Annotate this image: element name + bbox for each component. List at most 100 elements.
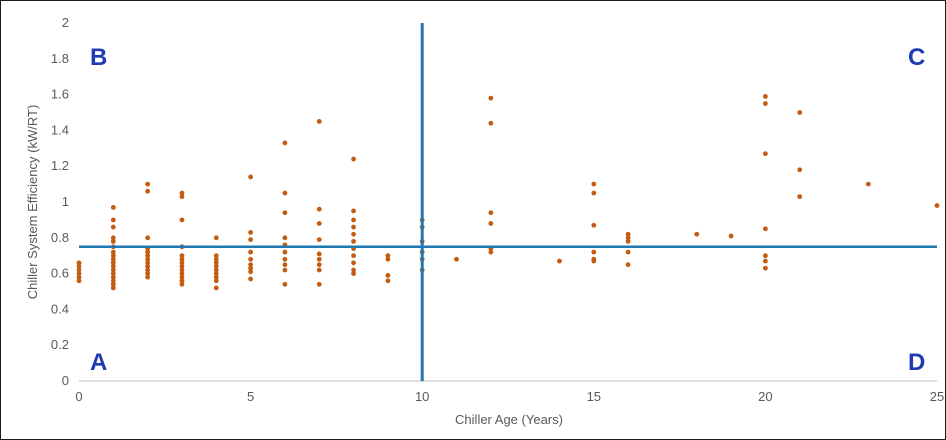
data-point <box>213 256 219 262</box>
data-point <box>248 276 254 282</box>
data-point <box>145 267 151 273</box>
data-point <box>625 235 631 241</box>
data-point <box>110 264 116 269</box>
data-point <box>213 264 219 269</box>
data-point <box>248 269 254 275</box>
data-point <box>145 235 151 241</box>
data-point <box>385 253 391 259</box>
data-point <box>316 262 322 268</box>
data-point <box>179 267 185 273</box>
data-points <box>76 93 940 291</box>
data-point <box>145 274 151 280</box>
data-point <box>282 256 288 262</box>
data-point <box>351 260 356 266</box>
data-point <box>728 233 734 239</box>
data-point <box>179 278 185 284</box>
data-point <box>316 267 322 273</box>
data-point <box>797 110 803 115</box>
y-tick-label: 1.6 <box>51 87 69 102</box>
data-point <box>282 140 288 146</box>
data-point <box>179 274 185 280</box>
data-point <box>248 265 254 271</box>
y-tick-label: 0.6 <box>51 266 69 281</box>
quadrant-label-c: C <box>908 44 925 71</box>
data-point <box>763 151 768 157</box>
y-tick-label: 1.4 <box>51 122 69 137</box>
data-point <box>763 226 768 232</box>
data-point <box>351 271 356 276</box>
data-point <box>213 271 219 276</box>
data-point <box>763 258 768 264</box>
x-axis-title: Chiller Age (Years) <box>455 412 563 427</box>
data-point <box>351 217 356 223</box>
data-point <box>316 281 322 287</box>
data-point <box>797 194 803 200</box>
data-point <box>179 281 185 287</box>
data-point <box>625 249 631 255</box>
data-point <box>76 260 82 266</box>
data-point <box>282 190 288 196</box>
y-tick-label: 2 <box>62 15 69 30</box>
quadrant-label-b: B <box>90 44 107 71</box>
data-point <box>110 271 116 276</box>
data-point <box>282 235 288 241</box>
data-point <box>316 251 322 257</box>
data-point <box>248 256 254 262</box>
data-point <box>248 237 254 242</box>
data-point <box>351 224 356 230</box>
data-point <box>248 230 254 235</box>
data-point <box>179 260 185 266</box>
data-point <box>110 238 116 244</box>
quadrant-label-a: A <box>90 349 107 376</box>
data-point <box>213 260 219 266</box>
y-tick-label: 1.8 <box>51 51 69 66</box>
data-point <box>316 206 322 212</box>
data-point <box>694 231 700 237</box>
data-point <box>213 235 219 241</box>
data-point <box>213 285 219 291</box>
data-point <box>351 267 356 273</box>
data-point <box>351 231 356 237</box>
x-tick-label: 15 <box>587 389 601 404</box>
data-point <box>351 156 356 162</box>
data-point <box>213 278 219 284</box>
data-point <box>385 272 391 278</box>
data-point <box>179 253 185 259</box>
data-point <box>797 167 803 173</box>
data-point <box>351 208 356 214</box>
data-point <box>213 267 219 273</box>
data-point <box>179 194 185 200</box>
x-axis-ticks: 0 5 10 15 20 25 <box>75 389 944 404</box>
data-point <box>488 95 494 101</box>
data-point <box>557 258 562 264</box>
data-point <box>145 253 151 259</box>
data-point <box>110 249 116 255</box>
data-point <box>248 249 254 255</box>
data-point <box>488 210 494 216</box>
x-tick-label: 5 <box>247 389 254 404</box>
data-point <box>454 256 459 262</box>
y-tick-label: 0.8 <box>51 230 69 245</box>
data-point <box>145 181 151 187</box>
y-tick-label: 0.2 <box>51 337 69 352</box>
y-axis-title: Chiller System Efficiency (kW/RT) <box>25 105 40 300</box>
data-point <box>763 265 768 271</box>
x-tick-label: 20 <box>758 389 772 404</box>
y-tick-label: 0.4 <box>51 301 69 316</box>
y-axis-ticks: 0 0.2 0.4 0.6 0.8 1 1.2 1.4 1.6 1.8 2 <box>51 15 69 388</box>
data-point <box>316 237 322 242</box>
data-point <box>179 256 185 262</box>
data-point <box>625 238 631 244</box>
data-point <box>316 119 322 124</box>
data-point <box>145 264 151 269</box>
data-point <box>110 267 116 273</box>
data-point <box>763 253 768 259</box>
data-point <box>179 217 185 223</box>
data-point <box>76 264 82 269</box>
data-point <box>351 238 356 244</box>
data-point <box>488 120 494 126</box>
data-point <box>248 174 254 180</box>
data-point <box>110 285 116 291</box>
data-point <box>625 231 631 237</box>
data-point <box>76 278 82 284</box>
